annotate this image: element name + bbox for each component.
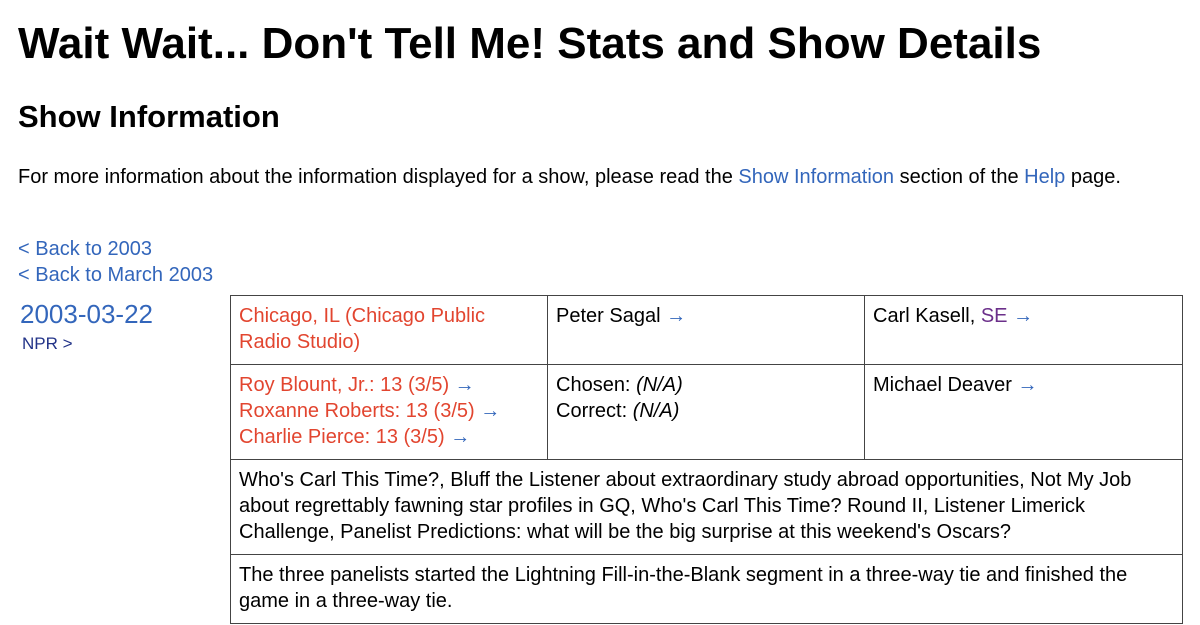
panelist-arrow-icon[interactable]: → <box>454 374 475 396</box>
bluff-correct: Correct: (N/A) <box>556 398 856 424</box>
back-navigation: < Back to 2003 < Back to March 2003 <box>18 236 213 288</box>
panelist-link[interactable]: Roy Blount, Jr.: 13 (3/5) <box>239 374 450 396</box>
notes-cell: The three panelists started the Lightnin… <box>230 554 1183 624</box>
show-information-link[interactable]: Show Information <box>738 166 895 188</box>
panelist-item: Roxanne Roberts: 13 (3/5) → <box>239 398 539 424</box>
guest-arrow-icon[interactable]: → <box>1017 374 1038 396</box>
bluff-correct-label: Correct: <box>556 400 633 422</box>
host-name: Peter Sagal <box>556 305 661 327</box>
back-to-year-link[interactable]: < Back to 2003 <box>18 238 152 260</box>
host-arrow-icon[interactable]: → <box>666 305 687 327</box>
panelist-arrow-icon[interactable]: → <box>480 400 501 422</box>
scorekeeper-separator: , <box>969 305 981 327</box>
guest-name: Michael Deaver <box>873 374 1012 396</box>
panelist-arrow-icon[interactable]: → <box>450 426 471 448</box>
intro-text-before: For more information about the informati… <box>18 166 739 188</box>
bluff-chosen-label: Chosen: <box>556 374 637 396</box>
table-row: The three panelists started the Lightnin… <box>230 554 1183 624</box>
scorekeeper-arrow-icon[interactable]: → <box>1013 305 1034 327</box>
intro-text-after: page. <box>1065 166 1121 188</box>
page-title: Wait Wait... Don't Tell Me! Stats and Sh… <box>18 19 1042 68</box>
scorekeeper-name: Carl Kasell <box>873 305 970 327</box>
intro-text-middle: section of the <box>894 166 1025 188</box>
intro-paragraph: For more information about the informati… <box>18 164 1138 190</box>
panelist-link[interactable]: Charlie Pierce: 13 (3/5) <box>239 426 445 448</box>
bluff-cell: Chosen: (N/A) Correct: (N/A) <box>547 364 865 460</box>
panelist-item: Charlie Pierce: 13 (3/5) → <box>239 424 539 450</box>
segments-cell: Who's Carl This Time?, Bluff the Listene… <box>230 459 1183 555</box>
section-title: Show Information <box>18 99 280 134</box>
bluff-chosen: Chosen: (N/A) <box>556 372 856 398</box>
host-cell: Peter Sagal → <box>547 295 865 365</box>
help-link[interactable]: Help <box>1024 166 1066 188</box>
panelist-link[interactable]: Roxanne Roberts: 13 (3/5) <box>239 400 475 422</box>
bluff-chosen-value: (N/A) <box>636 374 683 396</box>
panelist-item: Roy Blount, Jr.: 13 (3/5) → <box>239 372 539 398</box>
scorekeeper-cell: Carl Kasell, SE → <box>864 295 1183 365</box>
table-row: Roy Blount, Jr.: 13 (3/5) → Roxanne Robe… <box>230 364 1183 460</box>
network-link[interactable]: NPR > <box>22 334 73 353</box>
bluff-correct-value: (N/A) <box>632 400 680 422</box>
table-row: Chicago, IL (Chicago Public Radio Studio… <box>230 295 1183 365</box>
guest-cell: Michael Deaver → <box>864 364 1183 460</box>
show-details-table: Chicago, IL (Chicago Public Radio Studio… <box>230 295 1183 624</box>
show-date-link[interactable]: 2003-03-22 <box>20 299 153 329</box>
table-row: Who's Carl This Time?, Bluff the Listene… <box>230 459 1183 555</box>
location-link[interactable]: Chicago, IL (Chicago Public Radio Studio… <box>239 305 486 353</box>
scorekeeper-tag-link[interactable]: SE <box>980 305 1008 327</box>
back-to-month-link[interactable]: < Back to March 2003 <box>18 264 214 286</box>
panelists-cell: Roy Blount, Jr.: 13 (3/5) → Roxanne Robe… <box>230 364 548 460</box>
location-cell: Chicago, IL (Chicago Public Radio Studio… <box>230 295 548 365</box>
